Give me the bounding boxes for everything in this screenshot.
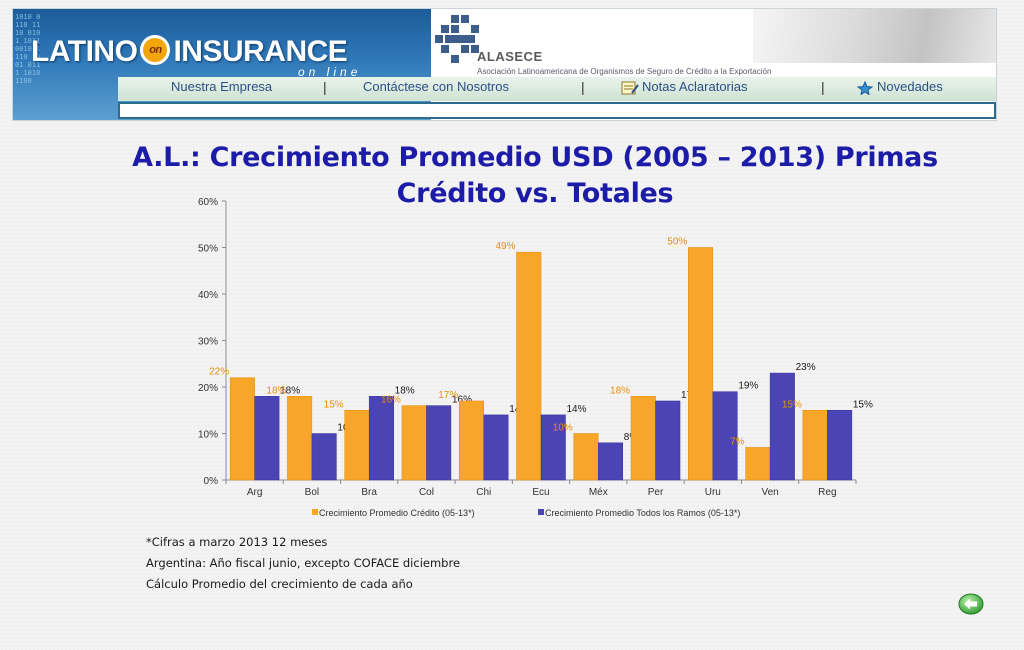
logo-title-right: INSURANCE (173, 35, 348, 68)
x-tick-label: Ven (761, 487, 778, 498)
bar-credito (401, 405, 427, 481)
legend-swatch (538, 509, 544, 515)
y-tick-label: 20% (198, 383, 218, 394)
x-tick-label: Per (648, 487, 664, 498)
nav-separator: | (323, 79, 327, 95)
latino-insurance-logo[interactable]: 1010 0110 1110 0101 1011 0010 1110 1001 … (13, 9, 431, 120)
x-tick-label: Arg (247, 487, 263, 498)
bar-totales (655, 400, 681, 481)
data-label: 15% (324, 399, 344, 410)
bar-credito (344, 410, 370, 481)
footnotes: *Cifras a marzo 2013 12 meses Argentina:… (146, 535, 460, 598)
data-label: 19% (738, 381, 758, 392)
slide-title: A.L.: Crecimiento Promedio USD (2005 – 2… (0, 140, 1024, 212)
alasece-name: ALASECE (477, 49, 543, 64)
alasece-subtitle: Asociación Latinoamericana de Organismos… (477, 67, 772, 76)
data-label: 18% (266, 385, 286, 396)
bar-credito (745, 447, 771, 481)
bar-chart: 0% 10% 20% 30% 40% 50% 60% Arg 22% 18% Bol 18% 10% Br… (198, 197, 873, 518)
data-label: 22% (209, 367, 229, 378)
binary-digits-decoration: 1010 0110 1110 0101 1011 0010 1110 1001 … (15, 13, 41, 85)
logo-title: LATINO on INSURANCE (31, 35, 348, 69)
bar-totales (769, 372, 795, 481)
data-label: 10% (553, 423, 573, 434)
bar-totales (311, 433, 337, 481)
x-tick-label: Uru (705, 487, 721, 498)
bar-totales (368, 396, 394, 481)
bar-credito (516, 251, 542, 481)
footnote-1: *Cifras a marzo 2013 12 meses (146, 535, 328, 549)
data-label: 16% (452, 395, 472, 406)
data-label: 23% (796, 362, 816, 373)
y-tick-label: 0% (204, 476, 219, 487)
alasece-logo-icon (435, 15, 479, 63)
x-tick-label: Bra (361, 487, 377, 498)
bar-credito (630, 396, 656, 481)
slide-title-line-2: Crédito vs. Totales (396, 178, 674, 209)
header-photo (753, 9, 996, 63)
footnote-3: Cálculo Promedio del crecimiento de cada… (146, 577, 413, 591)
y-tick-label: 30% (198, 337, 218, 348)
bar-credito (229, 377, 255, 481)
nav-novedades-label: Novedades (877, 79, 943, 94)
logo-title-left: LATINO (31, 35, 138, 68)
y-tick-label: 40% (198, 290, 218, 301)
data-label: 49% (495, 241, 515, 252)
logo-subtitle: on line (298, 65, 362, 79)
x-tick-label: Col (419, 487, 434, 498)
slide-title-line-1: A.L.: Crecimiento Promedio USD (2005 – 2… (132, 142, 938, 173)
y-tick-label: 10% (198, 430, 218, 441)
legend-label: Crecimiento Promedio Todos los Ramos (05… (545, 508, 740, 518)
bar-totales (426, 405, 452, 481)
bar-credito (573, 433, 599, 481)
data-label: 17% (438, 390, 458, 401)
footnote-2: Argentina: Año fiscal junio, excepto COF… (146, 556, 461, 570)
data-label: 18% (610, 385, 630, 396)
bar-totales (598, 442, 624, 481)
nav-nuestra-empresa[interactable]: Nuestra Empresa (171, 79, 273, 94)
data-label: 18% (395, 385, 415, 396)
data-label: 15% (782, 399, 802, 410)
legend-swatch (312, 509, 318, 515)
notepad-icon (621, 81, 639, 95)
nav-separator: | (581, 79, 585, 95)
header-banner: 1010 0110 1110 0101 1011 0010 1110 1001 … (12, 8, 997, 121)
nav-novedades[interactable]: Novedades (856, 79, 943, 95)
header-bottom-bar (118, 102, 996, 119)
nav-notas-aclaratorias[interactable]: Notas Aclaratorias (621, 79, 748, 95)
nav-bar (118, 77, 996, 101)
bar-credito (688, 247, 714, 481)
logo-on-badge: on (140, 35, 171, 66)
data-label: 16% (381, 395, 401, 406)
data-label: 15% (853, 399, 873, 410)
x-tick-label: Chi (476, 487, 491, 498)
data-label: 50% (667, 237, 687, 248)
bar-totales (483, 414, 509, 481)
bar-totales (540, 414, 566, 481)
x-tick-label: Méx (589, 487, 608, 498)
y-tick-label: 60% (198, 197, 218, 208)
bar-credito (802, 410, 828, 481)
data-label: 18% (280, 385, 300, 396)
nav-contactese[interactable]: Contáctese con Nosotros (363, 79, 509, 94)
legend-label: Crecimiento Promedio Crédito (05-13*) (319, 508, 475, 518)
nav-separator: | (821, 79, 825, 95)
x-tick-label: Reg (818, 487, 836, 498)
x-tick-label: Bol (305, 487, 319, 498)
data-label: 14% (567, 404, 587, 415)
nav-notas-label: Notas Aclaratorias (642, 79, 748, 94)
bar-totales (254, 396, 280, 481)
bar-totales (827, 410, 853, 481)
bar-credito (287, 396, 313, 481)
x-tick-label: Ecu (532, 487, 549, 498)
back-arrow-icon[interactable] (958, 593, 984, 615)
data-label: 7% (730, 436, 745, 447)
bar-credito (458, 400, 484, 481)
y-tick-label: 50% (198, 244, 218, 255)
bar-totales (712, 391, 738, 481)
star-icon (856, 80, 874, 95)
